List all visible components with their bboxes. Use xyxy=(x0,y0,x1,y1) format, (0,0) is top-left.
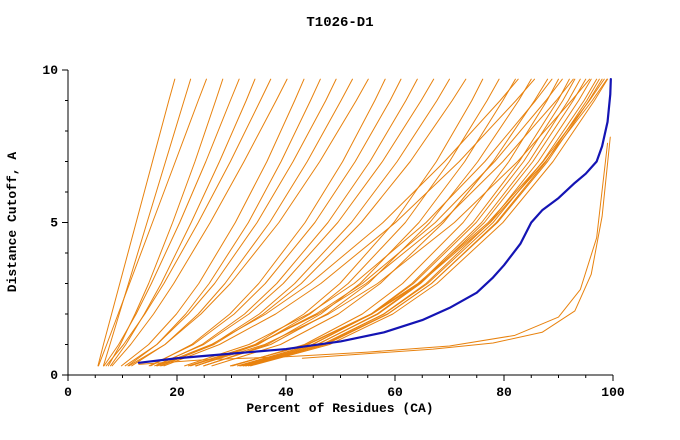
model-curve xyxy=(111,78,288,367)
model-curve xyxy=(242,78,598,367)
model-curve xyxy=(184,78,553,367)
series-lines xyxy=(97,78,612,367)
x-tick-label: 60 xyxy=(387,385,403,400)
model-curve xyxy=(190,78,563,367)
model-curve xyxy=(138,142,609,365)
x-tick-label: 80 xyxy=(496,385,512,400)
model-curve xyxy=(229,78,605,367)
highlight-curve xyxy=(137,78,612,364)
model-curve xyxy=(195,78,484,367)
model-curve xyxy=(128,78,369,367)
model-curve xyxy=(230,78,608,367)
model-curve xyxy=(155,78,418,367)
y-tick-label: 5 xyxy=(50,216,58,231)
model-curve xyxy=(98,78,207,367)
model-curve xyxy=(163,78,536,367)
chart-title: T1026-D1 xyxy=(306,15,373,31)
x-tick-label: 40 xyxy=(278,385,294,400)
model-curve xyxy=(102,78,192,367)
model-curve xyxy=(159,78,467,367)
model-curve xyxy=(195,78,591,367)
x-tick-label: 0 xyxy=(64,385,72,400)
model-curve xyxy=(97,78,176,367)
model-curve xyxy=(120,78,305,367)
model-curve xyxy=(124,78,337,367)
model-curve xyxy=(154,78,435,367)
x-tick-label: 20 xyxy=(169,385,185,400)
model-curve xyxy=(301,136,611,359)
model-curve xyxy=(148,78,402,367)
model-curve xyxy=(232,78,559,367)
model-curve xyxy=(156,78,519,367)
x-tick-label: 100 xyxy=(601,385,625,400)
model-curve xyxy=(150,78,386,367)
model-curve xyxy=(236,78,576,367)
model-curve xyxy=(105,78,272,367)
y-axis-label: Distance Cutoff, A xyxy=(5,152,20,293)
model-curve xyxy=(131,78,353,367)
y-tick-label: 0 xyxy=(50,368,58,383)
model-curve xyxy=(107,78,224,367)
model-curve xyxy=(250,78,609,367)
y-tick-label: 10 xyxy=(42,63,58,78)
x-axis-label: Percent of Residues (CA) xyxy=(246,401,433,416)
model-curve xyxy=(103,78,240,367)
axes: 0 20 40 60 80 100 0 5 10 xyxy=(42,63,625,400)
model-curve xyxy=(110,78,256,367)
